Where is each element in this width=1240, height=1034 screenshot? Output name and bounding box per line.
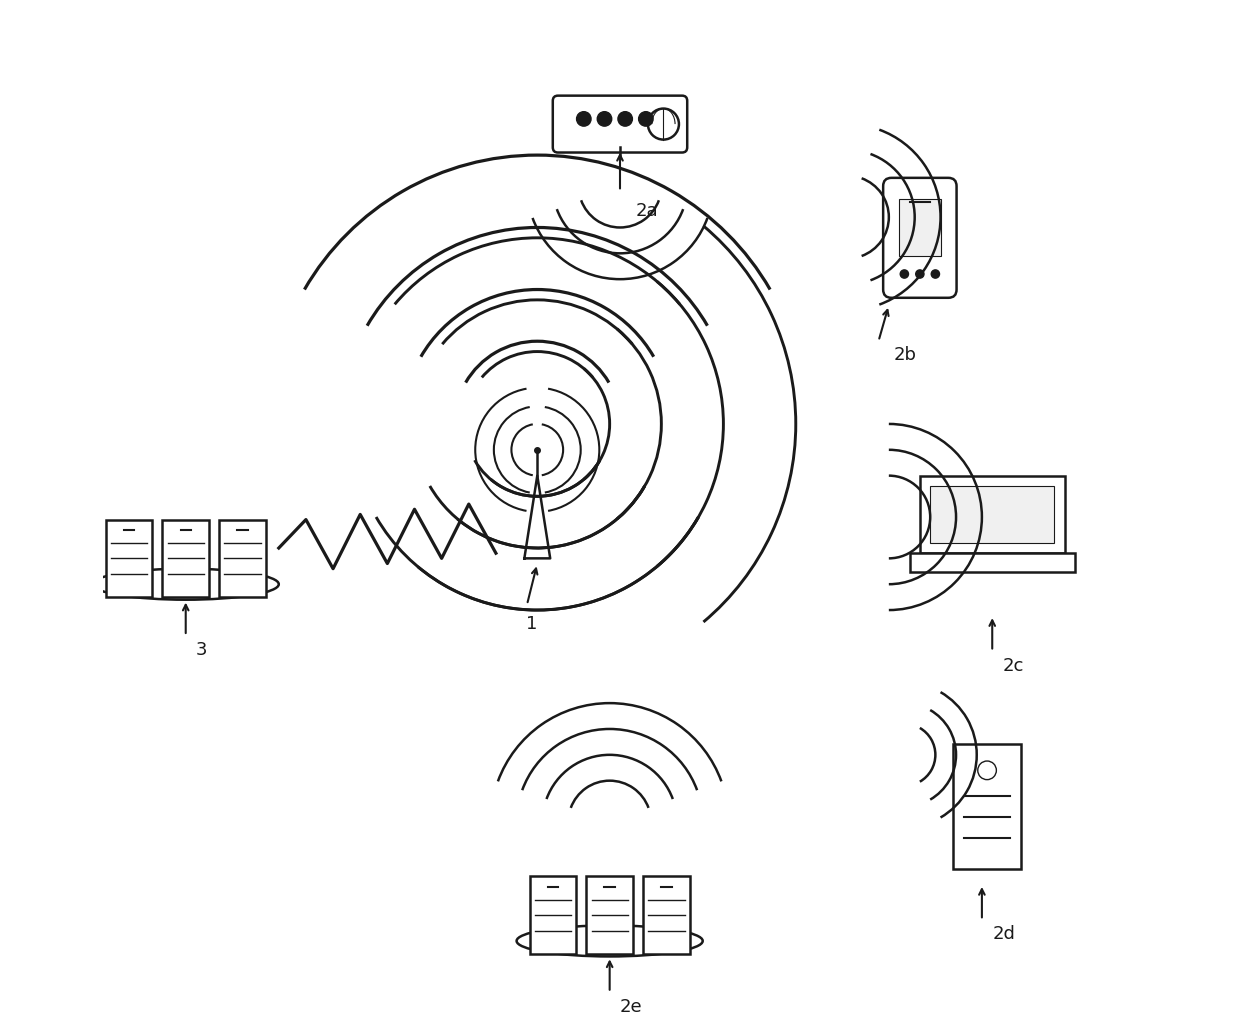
Text: 2a: 2a <box>636 202 658 219</box>
Bar <box>644 876 689 953</box>
Text: 2d: 2d <box>992 925 1016 943</box>
Bar <box>954 744 1021 869</box>
Text: 2b: 2b <box>894 346 918 364</box>
Bar <box>930 486 1054 543</box>
Text: 3: 3 <box>196 641 207 659</box>
Bar <box>219 519 265 597</box>
Bar <box>920 476 1065 553</box>
Circle shape <box>900 270 909 278</box>
Circle shape <box>618 112 632 126</box>
Circle shape <box>639 112 653 126</box>
Circle shape <box>577 112 591 126</box>
Text: 1: 1 <box>527 615 538 633</box>
FancyBboxPatch shape <box>553 95 687 152</box>
Circle shape <box>915 270 924 278</box>
Bar <box>529 876 577 953</box>
Text: 2e: 2e <box>620 998 642 1015</box>
Circle shape <box>931 270 940 278</box>
Text: 2c: 2c <box>1003 657 1024 674</box>
Circle shape <box>598 112 611 126</box>
Bar <box>105 519 153 597</box>
Bar <box>162 519 210 597</box>
Bar <box>587 876 632 953</box>
FancyBboxPatch shape <box>883 178 956 298</box>
Bar <box>909 553 1075 572</box>
Bar <box>899 199 941 255</box>
